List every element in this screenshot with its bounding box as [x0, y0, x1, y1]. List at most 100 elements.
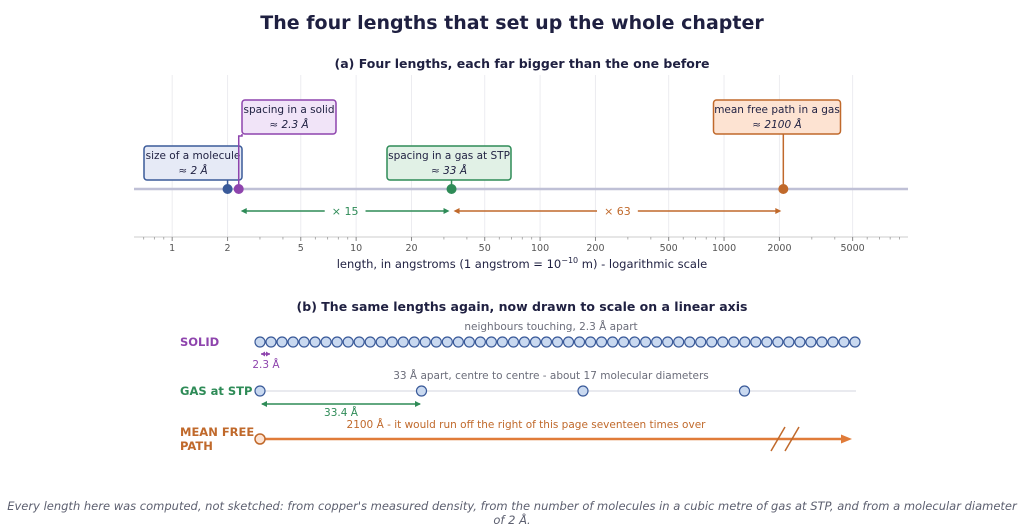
solid-molecule [353, 336, 365, 348]
solid-molecule [595, 336, 608, 348]
solid-molecule [408, 336, 420, 348]
x-axis-ticks: 1 2 5 10 20 50 100 200 500 1000 2000 5000 [143, 237, 900, 254]
tick-label: 100 [531, 243, 549, 254]
length-markers: size of a molecule ≈ 2 Å spacing in a soli… [143, 99, 842, 194]
solid-molecule [584, 336, 597, 348]
gas-spacing-label: 33.4 Å [324, 406, 359, 419]
solid-molecule [849, 336, 861, 348]
tick-label: 2000 [767, 243, 791, 254]
solid-molecule [397, 336, 409, 348]
solid-molecule [331, 336, 343, 348]
figure-caption: Every length here was computed, not sket… [7, 499, 1017, 527]
solid-molecule [276, 336, 288, 348]
solid-molecule [816, 336, 828, 348]
solid-molecule [320, 336, 332, 348]
tick-label: 20 [405, 243, 417, 254]
solid-molecule [518, 336, 531, 348]
solid-molecule [651, 336, 663, 348]
label-title: spacing in a gas at STP [388, 150, 510, 162]
gas-spacing-arrow [261, 401, 421, 407]
solid-molecule [507, 336, 520, 348]
label-box [712, 99, 842, 135]
linear-scale-panel: SOLID neighbours touching, 2.3 Å apart 2… [180, 320, 861, 453]
solid-molecule [783, 336, 795, 348]
solid-molecule [419, 336, 431, 348]
tick-label: 5000 [841, 243, 865, 254]
ratio-label: × 63 [604, 205, 631, 218]
tick-label: 5 [298, 243, 304, 254]
panel-b-subtitle: (b) The same lengths again, now drawn to… [296, 299, 748, 314]
solid-molecule [750, 336, 762, 348]
mfp-row-label: MEAN FREE PATH [180, 425, 258, 453]
label-title: spacing in a solid [244, 104, 335, 116]
arrowhead [240, 208, 247, 214]
solid-molecule [640, 336, 652, 348]
solid-molecule [618, 336, 630, 348]
label-box [386, 145, 512, 181]
solid-molecule [706, 336, 718, 348]
tick-label: 10 [350, 243, 362, 254]
tick-label: 1000 [712, 243, 736, 254]
arrowhead [775, 208, 782, 214]
solid-molecule [739, 336, 751, 348]
ratio-label: × 15 [332, 205, 359, 218]
solid-molecule [287, 336, 299, 348]
length-marker [778, 184, 789, 194]
solid-molecule [364, 336, 376, 348]
solid-row-note: neighbours touching, 2.3 Å apart [464, 320, 637, 333]
solid-molecule [430, 336, 442, 348]
arrowhead [453, 208, 460, 214]
gas-row-label: GAS at STP [180, 384, 252, 398]
solid-row-label: SOLID [180, 335, 219, 349]
length-marker [233, 184, 244, 194]
solid-molecule [529, 336, 542, 348]
solid-molecule [629, 336, 641, 348]
tick-label: 2 [225, 243, 231, 254]
solid-molecule [761, 336, 773, 348]
mfp-row-note: 2100 Å - it would run off the right of t… [347, 418, 707, 431]
solid-molecule [662, 336, 674, 348]
label-title: size of a molecule [146, 150, 241, 162]
panel-a-subtitle: (a) Four lengths, each far bigger than t… [334, 56, 710, 71]
gas-molecule [254, 385, 266, 397]
solid-molecule [474, 336, 486, 348]
solid-molecule [309, 336, 321, 348]
solid-molecule [551, 336, 564, 348]
solid-molecule [342, 336, 354, 348]
arrowhead [443, 208, 450, 214]
solid-molecule [375, 336, 387, 348]
solid-molecule [728, 336, 740, 348]
solid-molecule [441, 336, 453, 348]
label-value: ≈ 2 Å [178, 164, 207, 177]
ratio-arrows: × 15 × 63 [240, 205, 782, 218]
x-axis-label: length, in angstroms (1 angstrom = 10−10… [337, 256, 708, 271]
tick-label: 200 [586, 243, 604, 254]
solid-molecule [298, 336, 310, 348]
gas-molecule [738, 385, 751, 397]
gas-molecules [254, 385, 751, 397]
solid-molecule [452, 336, 464, 348]
solid-molecule [827, 336, 839, 348]
log-axis-panel: 1 2 5 10 20 50 100 200 500 1000 2000 5000 × 15 × 63 … [134, 75, 908, 271]
solid-molecule [562, 336, 575, 348]
gas-row-note: 33 Å apart, centre to centre - about 17 … [393, 369, 709, 382]
gas-molecule [577, 385, 589, 397]
label-value: ≈ 33 Å [431, 164, 467, 177]
gas-molecule [415, 385, 428, 397]
solid-spacing-arrow [261, 351, 270, 357]
solid-molecule [772, 336, 784, 348]
label-box [143, 145, 243, 181]
figure-title: The four lengths that set up the whole c… [260, 12, 764, 34]
solid-molecule [573, 336, 586, 348]
solid-molecule [838, 336, 850, 348]
label-title: mean free path in a gas [714, 104, 840, 116]
label-box [241, 99, 337, 135]
label-value: ≈ 2100 Å [752, 118, 801, 131]
mfp-arrow [260, 426, 852, 452]
solid-molecule [794, 336, 806, 348]
leader-line [237, 134, 243, 189]
tick-label: 50 [479, 243, 491, 254]
solid-molecule [717, 336, 729, 348]
length-marker [446, 184, 457, 194]
